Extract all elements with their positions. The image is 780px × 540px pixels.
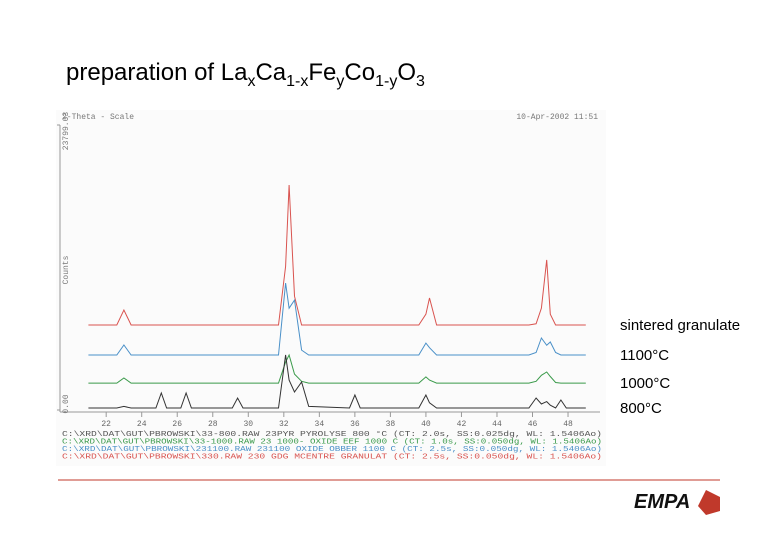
x-tick-label: 36 <box>350 420 360 429</box>
title-text: O <box>397 59 416 86</box>
x-tick-label: 24 <box>137 420 147 429</box>
x-tick-label: 42 <box>457 420 467 429</box>
title-text: Fe <box>308 59 336 86</box>
file-line: C:\XRD\DAT\GUT\PBROWSKI\231100.RAW 23110… <box>62 446 602 454</box>
x-tick-label: 34 <box>315 420 325 429</box>
series-label: 1000°C <box>620 375 670 392</box>
y-tick-label: 0.00 <box>62 394 71 413</box>
title-text: Ca <box>255 59 286 86</box>
xrd-pattern <box>88 184 586 326</box>
file-line: C:\XRD\DAT\GUT\PBROWSKI\33-1000.RAW 23 1… <box>62 439 602 447</box>
series-label: 800°C <box>620 400 662 417</box>
x-tick-label: 40 <box>421 420 431 429</box>
x-tick-label: 26 <box>172 420 182 429</box>
title-subscript: 1-y <box>375 73 397 90</box>
y-axis-label: Counts <box>62 255 71 284</box>
xrd-pattern <box>88 283 586 356</box>
x-tick-label: 48 <box>563 420 573 429</box>
title-subscript: 3 <box>416 73 425 90</box>
x-tick-label: 46 <box>528 420 538 429</box>
x-tick-label: 32 <box>279 420 289 429</box>
x-tick-label: 22 <box>101 420 111 429</box>
x-tick-label: 28 <box>208 420 218 429</box>
x-tick-label: 38 <box>386 420 396 429</box>
series-label: 1100°C <box>620 347 669 364</box>
title-text: Co <box>344 59 375 86</box>
file-line: C:\XRD\DAT\GUT\PBROWSKI\33-800.RAW 23PYR… <box>62 430 602 439</box>
x-tick-label: 30 <box>243 420 253 429</box>
header-right: 10-Apr-2002 11:51 <box>516 113 598 122</box>
file-line: C:\XRD\DAT\GUT\PBROWSKI\330.RAW 230 GDG … <box>62 454 602 462</box>
series-label: sintered granulate <box>620 317 740 334</box>
chart-scan <box>56 110 606 466</box>
logo: EMPA <box>634 490 720 515</box>
title-subscript: 1-x <box>286 73 308 90</box>
title-subscript: x <box>247 73 255 90</box>
title-text: preparation of La <box>66 59 248 86</box>
header-left: 2-Theta - Scale <box>62 113 134 122</box>
logo-mark <box>698 490 720 515</box>
x-tick-label: 44 <box>492 420 502 429</box>
y-tick-label: 23799.03 <box>62 112 71 151</box>
slide-title: preparation of LaxCa1-xFeyCo1-yO3 <box>66 59 425 90</box>
logo-text: EMPA <box>634 491 690 513</box>
title-subscript: y <box>336 73 344 90</box>
xrd-pattern <box>88 354 586 409</box>
